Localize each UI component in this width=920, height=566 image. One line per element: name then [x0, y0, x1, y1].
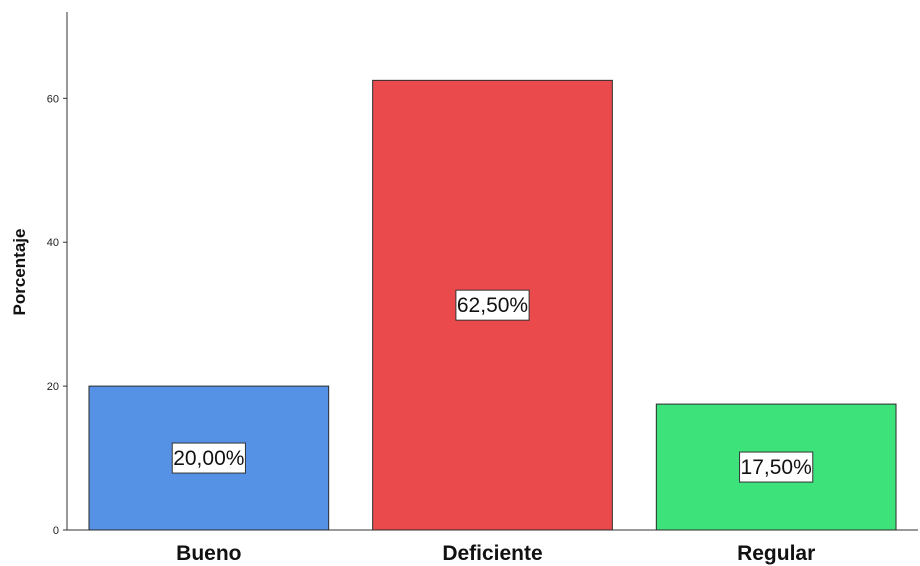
y-axis-title: Porcentaje: [10, 229, 29, 316]
y-tick-label: 40: [47, 237, 59, 249]
y-tick-label: 60: [47, 93, 59, 105]
x-tick-label: Regular: [737, 542, 815, 565]
y-tick-label: 20: [47, 381, 59, 393]
data-labels: 20,00% 62,50% 17,50%: [171, 289, 814, 483]
x-tick-labels: Bueno Deficiente Regular: [176, 542, 815, 565]
y-tick-label: 0: [53, 525, 59, 537]
x-tick-label: Bueno: [176, 542, 241, 565]
data-label-box: [455, 289, 530, 321]
data-label-box: [171, 442, 246, 474]
y-ticks: 0 20 40 60: [47, 93, 67, 537]
x-tick-label: Deficiente: [442, 542, 542, 565]
data-label-box: [739, 451, 814, 483]
data-label: 62,50%: [457, 294, 528, 317]
data-label: 20,00%: [173, 447, 244, 470]
data-label: 17,50%: [741, 456, 812, 479]
